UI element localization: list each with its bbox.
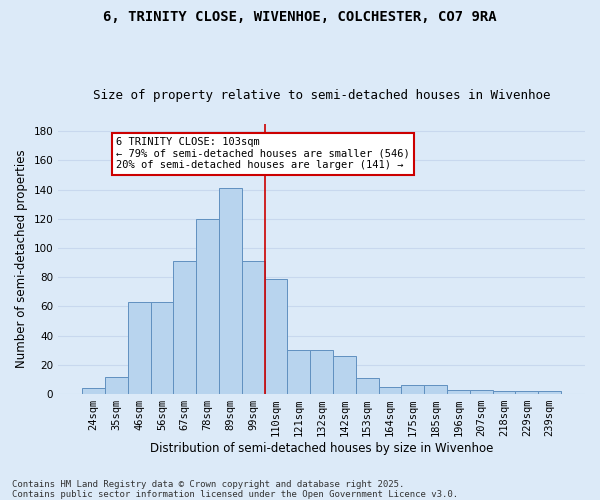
Bar — [196, 219, 219, 394]
Text: 6, TRINITY CLOSE, WIVENHOE, COLCHESTER, CO7 9RA: 6, TRINITY CLOSE, WIVENHOE, COLCHESTER, … — [103, 10, 497, 24]
X-axis label: Distribution of semi-detached houses by size in Wivenhoe: Distribution of semi-detached houses by … — [150, 442, 493, 455]
Bar — [379, 387, 401, 394]
Bar — [173, 261, 196, 394]
Bar — [151, 302, 173, 394]
Bar — [82, 388, 105, 394]
Title: Size of property relative to semi-detached houses in Wivenhoe: Size of property relative to semi-detach… — [93, 89, 550, 102]
Bar — [128, 302, 151, 394]
Bar — [515, 391, 538, 394]
Text: Contains HM Land Registry data © Crown copyright and database right 2025.
Contai: Contains HM Land Registry data © Crown c… — [12, 480, 458, 499]
Bar — [356, 378, 379, 394]
Bar — [310, 350, 333, 394]
Bar — [333, 356, 356, 394]
Bar — [265, 279, 287, 394]
Bar — [447, 390, 470, 394]
Bar — [538, 391, 561, 394]
Bar — [242, 261, 265, 394]
Bar — [401, 386, 424, 394]
Bar — [105, 376, 128, 394]
Bar — [470, 390, 493, 394]
Bar — [287, 350, 310, 394]
Bar — [219, 188, 242, 394]
Bar — [424, 386, 447, 394]
Bar — [493, 391, 515, 394]
Text: 6 TRINITY CLOSE: 103sqm
← 79% of semi-detached houses are smaller (546)
20% of s: 6 TRINITY CLOSE: 103sqm ← 79% of semi-de… — [116, 137, 410, 170]
Y-axis label: Number of semi-detached properties: Number of semi-detached properties — [15, 150, 28, 368]
